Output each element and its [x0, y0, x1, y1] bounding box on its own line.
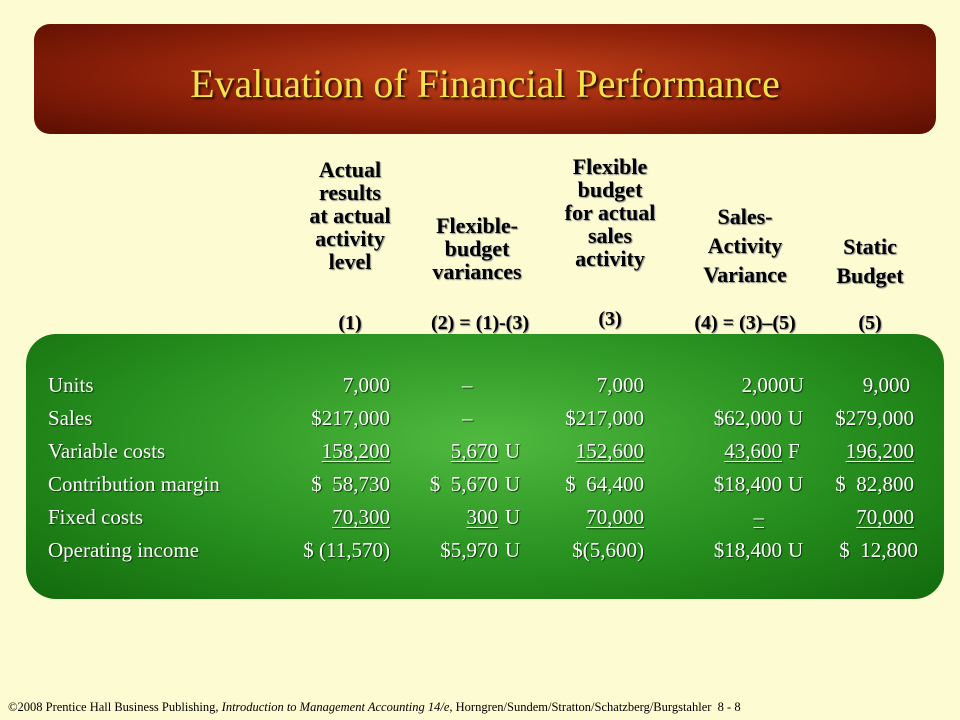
- column-number-3: (3): [598, 308, 622, 330]
- flexible-budget-value: 152,600: [575, 439, 644, 463]
- column-number-4: (4) = (3)–(5): [694, 312, 796, 334]
- table-row-variable-costs: Variable costs 158,200 5,670 U 152,600 4…: [0, 439, 960, 469]
- header-line: budget: [577, 177, 643, 202]
- title-banner: Evaluation of Financial Performance: [34, 24, 936, 134]
- flexible-variance-value: $5,970: [440, 538, 498, 562]
- flexible-budget-value: 70,000: [586, 505, 644, 529]
- column-number-5: (5): [858, 312, 882, 334]
- table-row-operating-income: Operating income $ (11,570) $5,970 U $(5…: [0, 538, 960, 568]
- column-number-2: (2) = (1)-(3): [430, 312, 530, 334]
- sales-activity-variance-value: $18,400: [713, 538, 782, 562]
- header-line: level: [328, 249, 372, 274]
- header-line: sales: [588, 223, 632, 248]
- flexible-variance-value: $ 5,670: [429, 472, 498, 496]
- flexible-variance-value: 5,670: [450, 439, 498, 463]
- static-budget-value: $ 12,800: [839, 538, 918, 562]
- data-panel: [26, 334, 944, 599]
- flexible-variance-flag: U: [505, 472, 521, 496]
- actual-value: 7,000: [342, 373, 390, 397]
- column-header-flexible-budget-variances: Flexible- budget variances: [412, 214, 542, 283]
- header-line: results: [319, 180, 381, 205]
- actual-value: $217,000: [311, 406, 390, 430]
- flexible-variance-flag: U: [505, 538, 521, 562]
- header-line: activity: [315, 226, 385, 251]
- table-row-sales: Sales $217,000 – $217,000 $62,000 U $279…: [0, 406, 960, 436]
- header-line: Budget: [836, 263, 904, 288]
- sales-activity-variance-value: –: [753, 505, 765, 529]
- header-line: for actual: [564, 200, 656, 225]
- sales-activity-variance-value: 2,000U: [741, 373, 804, 397]
- header-line: at actual: [309, 203, 391, 228]
- column-header-flexible-budget: Flexible budget for actual sales activit…: [550, 155, 670, 270]
- flexible-budget-value: 7,000: [596, 373, 644, 397]
- row-label: Operating income: [48, 538, 200, 562]
- sales-activity-variance-value: $62,000: [713, 406, 782, 430]
- row-label: Fixed costs: [48, 505, 144, 529]
- actual-value: 158,200: [321, 439, 390, 463]
- static-budget-value: $279,000: [835, 406, 914, 430]
- header-line: Flexible-: [436, 213, 518, 238]
- header-line: Activity: [707, 233, 783, 258]
- sales-activity-variance-flag: U: [788, 406, 804, 430]
- column-number-1: (1): [338, 312, 362, 334]
- header-line: activity: [575, 246, 645, 271]
- table-row-units: Units 7,000 – 7,000 2,000U 9,000: [0, 373, 960, 403]
- column-header-sales-activity-variance: Sales- Activity Variance: [680, 202, 810, 289]
- column-header-actual: Actual results at actual activity level: [290, 158, 410, 273]
- footer-book-title: Introduction to Management Accounting 14…: [221, 700, 450, 714]
- slide-footer: ©2008 Prentice Hall Business Publishing,…: [8, 700, 741, 715]
- actual-value: 70,300: [332, 505, 390, 529]
- sales-activity-variance-flag: U: [788, 472, 804, 496]
- sales-activity-variance-value: $18,400: [713, 472, 782, 496]
- sales-activity-variance-flag: U: [788, 538, 804, 562]
- static-budget-value: 9,000: [862, 373, 910, 397]
- sales-activity-variance-value: 43,600: [724, 439, 782, 463]
- footer-page-number: 8 - 8: [717, 700, 741, 714]
- header-line: Flexible: [572, 154, 648, 179]
- flexible-variance-flag: U: [505, 439, 521, 463]
- flexible-variance-value: 300: [466, 505, 499, 529]
- flexible-variance-flag: U: [505, 505, 521, 529]
- header-line: Variance: [703, 262, 787, 287]
- flexible-variance-value: –: [462, 406, 473, 430]
- static-budget-value: 70,000: [856, 505, 914, 529]
- sales-activity-variance-flag: F: [788, 439, 800, 463]
- header-line: Static: [843, 234, 897, 259]
- flexible-budget-value: $ 64,400: [565, 472, 644, 496]
- static-budget-value: $ 82,800: [835, 472, 914, 496]
- row-label: Sales: [48, 406, 93, 430]
- header-line: Sales-: [717, 204, 773, 229]
- actual-value: $ 58,730: [311, 472, 390, 496]
- row-label: Units: [48, 373, 94, 397]
- actual-value: $ (11,570): [303, 538, 390, 562]
- footer-authors: , Horngren/Sundem/Stratton/Schatzberg/Bu…: [449, 700, 712, 714]
- slide-title: Evaluation of Financial Performance: [190, 61, 780, 106]
- header-line: variances: [432, 259, 522, 284]
- flexible-budget-value: $217,000: [565, 406, 644, 430]
- footer-copyright: ©2008 Prentice Hall Business Publishing,: [8, 700, 222, 714]
- table-row-fixed-costs: Fixed costs 70,300 300 U 70,000 – 70,000: [0, 505, 960, 535]
- flexible-budget-value: $(5,600): [572, 538, 644, 562]
- flexible-variance-value: –: [462, 373, 473, 397]
- header-line: Actual: [318, 157, 382, 182]
- column-header-static-budget: Static Budget: [815, 232, 925, 290]
- row-label: Variable costs: [48, 439, 166, 463]
- header-line: budget: [444, 236, 510, 261]
- row-label: Contribution margin: [48, 472, 220, 496]
- static-budget-value: 196,200: [845, 439, 914, 463]
- table-row-contribution-margin: Contribution margin $ 58,730 $ 5,670 U $…: [0, 472, 960, 502]
